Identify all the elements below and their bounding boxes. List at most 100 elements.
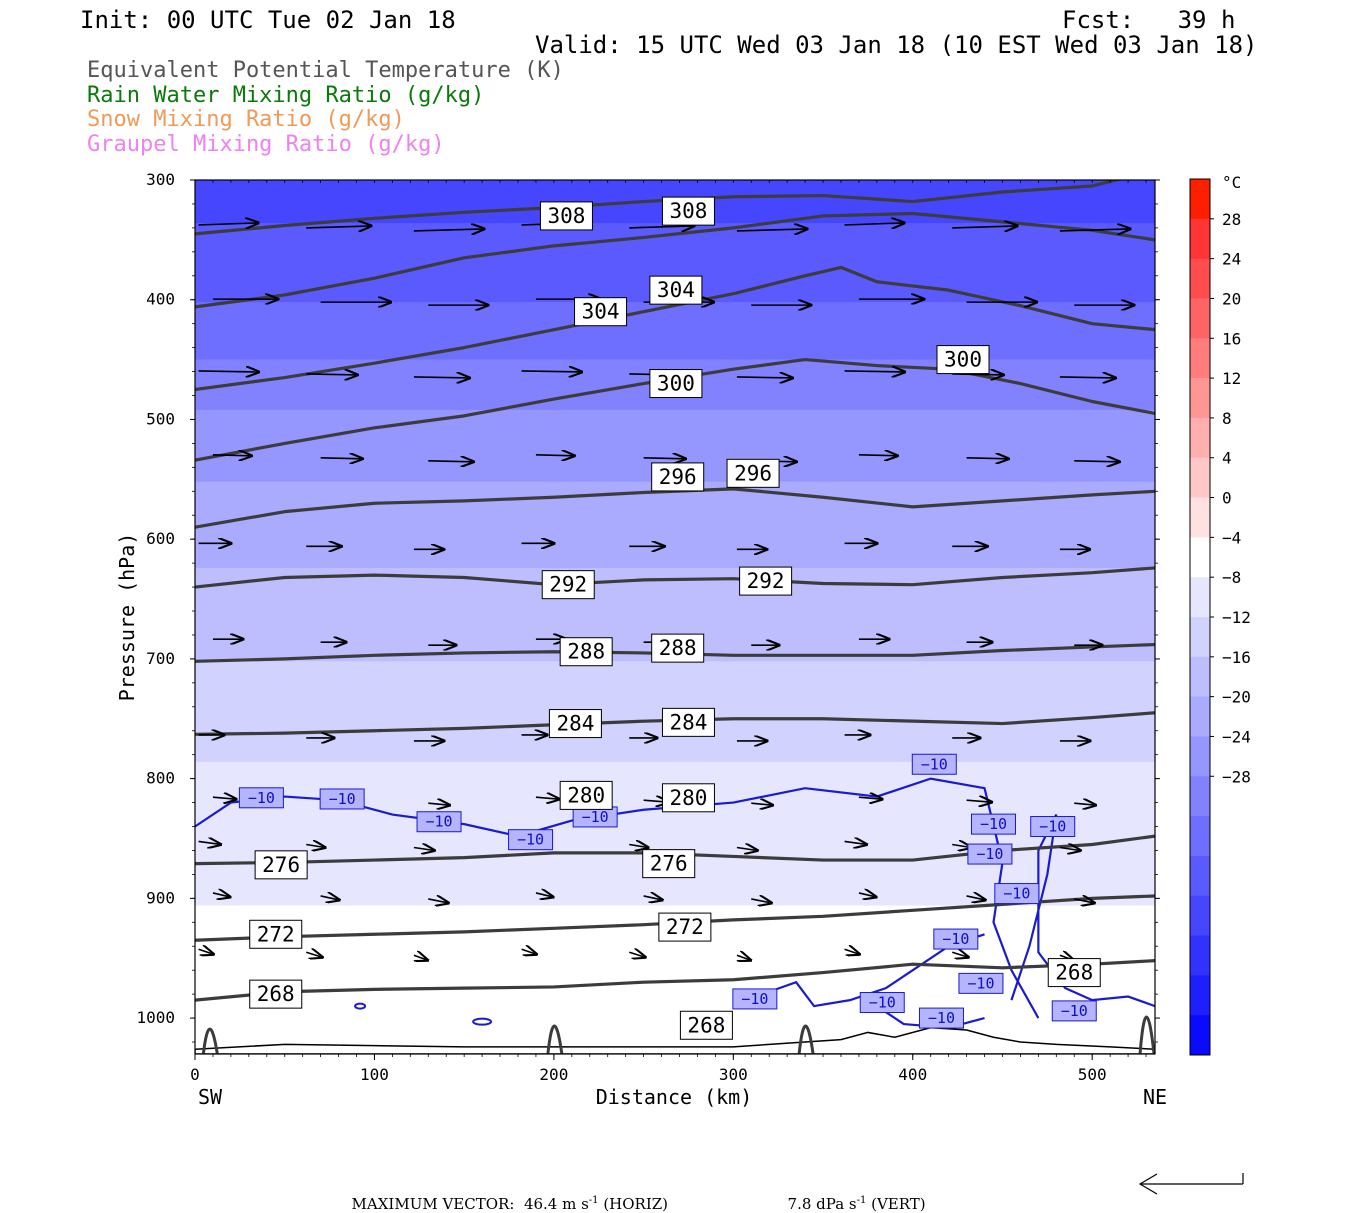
temperature-labels: −10 −10−10−10−10−10−10 −10−10−10−10−10−10−…	[238, 753, 1097, 1029]
temperature-band	[195, 740, 1155, 749]
valid-time: Valid: 15 UTC Wed 03 Jan 18 (10 EST Wed …	[535, 31, 1258, 59]
wind-vector	[212, 797, 236, 799]
wind-vector	[535, 455, 574, 456]
temperature-band	[195, 819, 1155, 828]
temperature-label: −10	[918, 1007, 964, 1029]
colorbar-label: 4	[1222, 449, 1232, 468]
theta-e-label: 308	[661, 196, 715, 226]
theta-e-label-text: 292	[549, 573, 587, 597]
temperature-band	[195, 776, 1155, 785]
y-tick-label: 300	[146, 170, 175, 189]
temperature-label-text: −10	[248, 789, 275, 807]
temperature-band	[195, 431, 1155, 440]
wind-vector	[858, 893, 876, 897]
colorbar-bin	[1190, 617, 1210, 658]
wind-vector	[212, 893, 230, 897]
wind-vector	[306, 844, 325, 847]
plot-frame	[194, 179, 1156, 1055]
theta-e-labels: 308 308 304 304 300 300 296 296 292 292 288 288 284 2…	[249, 196, 1101, 1040]
temperature-label-text: −10	[921, 755, 948, 773]
temperature-band	[195, 898, 1155, 907]
temperature-band	[195, 733, 1155, 742]
temperature-label-text: −10	[329, 790, 356, 808]
temperature-band	[195, 675, 1155, 684]
theta-e-label-text: 288	[567, 640, 605, 664]
theta-e-label-text: 308	[669, 199, 707, 223]
x-tick-label: 200	[539, 1065, 568, 1084]
theta-e-label: 272	[249, 919, 303, 949]
temperature-band	[195, 531, 1155, 541]
theta-e-label-text: 284	[556, 712, 594, 736]
temperature-band	[195, 589, 1155, 598]
legend-snow: Snow Mixing Ratio (g/kg)	[87, 107, 405, 132]
temperature-band	[195, 352, 1155, 361]
wind-vector	[858, 455, 897, 456]
theta-e-label-text: 304	[657, 278, 695, 302]
wind-vector	[198, 371, 259, 372]
temperature-label-text: −10	[517, 831, 544, 849]
temperature-band	[195, 1020, 1155, 1029]
wind-vector	[413, 229, 484, 231]
theta-e-label-text: 276	[650, 852, 688, 876]
temperature-contour-line	[733, 933, 985, 1008]
temperature-band	[195, 625, 1155, 634]
colorbar-bin	[1190, 417, 1210, 459]
wind-vector	[966, 800, 992, 802]
colorbar-unit: °C	[1222, 173, 1241, 192]
wind-vector	[428, 803, 449, 805]
colorbar-label: −12	[1222, 608, 1251, 627]
wind-vector	[306, 374, 357, 375]
wind-vector	[844, 841, 867, 844]
theta-e-contour-268	[1138, 1015, 1155, 1054]
temperature-band	[195, 503, 1155, 512]
theta-e-label: 284	[548, 709, 602, 739]
temperature-band	[195, 948, 1155, 957]
colorbar-label: 20	[1222, 289, 1241, 308]
temperature-band	[195, 251, 1155, 261]
temperature-band	[195, 812, 1155, 821]
temperature-band	[195, 338, 1155, 347]
wind-vector	[198, 949, 214, 954]
temperature-band	[195, 596, 1155, 605]
temperature-label: −10	[967, 843, 1013, 865]
colorbar-label: −4	[1222, 528, 1241, 547]
temperature-label: −10	[994, 883, 1040, 905]
wind-vector	[1074, 803, 1095, 805]
max-vector-label: MAXIMUM VECTOR:	[351, 1195, 515, 1213]
horiz-value: 46.4 m s	[523, 1195, 589, 1213]
theta-e-contour-288	[195, 566, 1155, 589]
wind-vector	[535, 797, 559, 799]
theta-e-label-text: 308	[547, 204, 585, 228]
theta-e-label: 268	[1047, 958, 1101, 988]
temperature-band	[195, 316, 1155, 325]
wind-vector	[1074, 899, 1094, 903]
temperature-label-text: −10	[1039, 818, 1066, 836]
vert-exp: -1	[856, 1195, 867, 1206]
wind-vector	[1059, 377, 1116, 378]
theta-e-label: 288	[651, 633, 705, 663]
temperature-band	[195, 941, 1155, 950]
temperature-band	[195, 833, 1155, 842]
colorbar-label: 16	[1222, 329, 1241, 348]
wind-vector	[858, 797, 882, 799]
colorbar-label: −20	[1222, 688, 1251, 707]
temperature-band	[195, 984, 1155, 993]
x-tick-label: 300	[719, 1065, 748, 1084]
wind-vector	[751, 899, 771, 903]
temperature-band	[195, 769, 1155, 778]
temperature-label-text: −10	[869, 994, 896, 1012]
temperature-band	[195, 1034, 1155, 1044]
temperature-band	[195, 553, 1155, 562]
wind-vector	[844, 223, 905, 225]
colorbar-label: 24	[1222, 250, 1241, 269]
theta-e-label: 292	[739, 566, 793, 596]
colorbar-bin	[1190, 338, 1210, 379]
temperature-band	[195, 402, 1155, 411]
colorbar-label: −24	[1222, 727, 1251, 746]
wind-vector	[966, 896, 986, 900]
colorbar-bin	[1190, 577, 1210, 618]
temperature-band	[195, 690, 1155, 699]
y-tick-label: 500	[146, 409, 175, 428]
max-vector-footer: MAXIMUM VECTOR: 46.4 m s-1 (HORIZ)	[342, 1177, 669, 1213]
